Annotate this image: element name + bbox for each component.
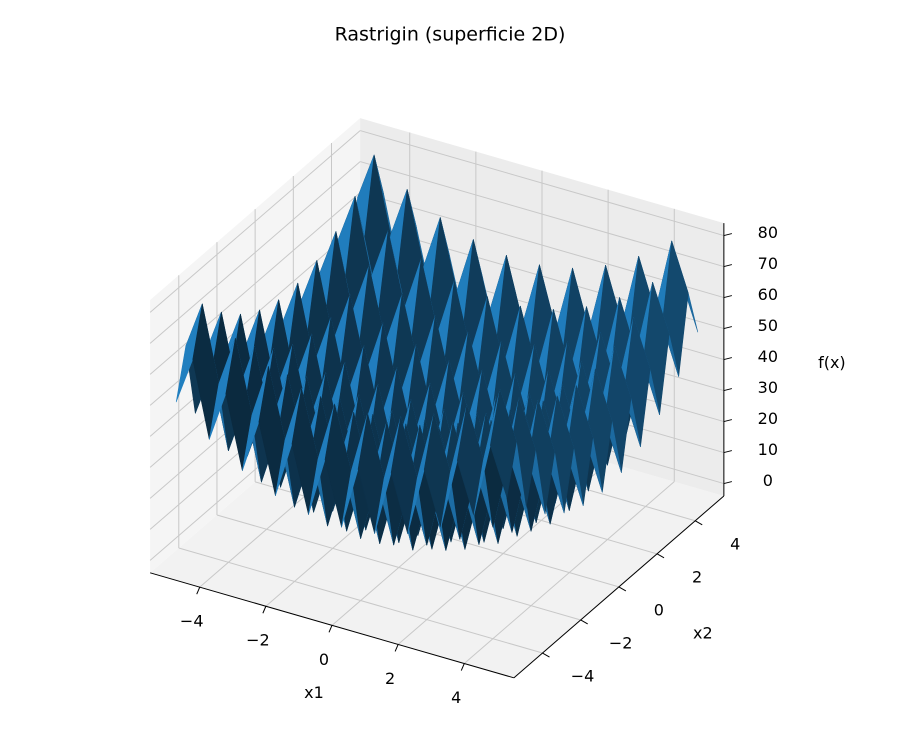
tick-mark: [262, 606, 267, 614]
y-tick-label: 4: [730, 534, 740, 553]
z-tick-label: 50: [758, 316, 778, 335]
x-tick-label: −4: [180, 612, 204, 631]
tick-mark: [328, 625, 333, 633]
tick-mark: [723, 450, 732, 454]
x-tick-label: 4: [451, 688, 461, 707]
tick-mark: [723, 264, 732, 268]
grid-line: [359, 130, 725, 237]
z-tick-label: 80: [758, 223, 778, 242]
tick-mark: [723, 419, 732, 423]
z-axis-label: f(x): [818, 353, 846, 372]
tick-mark: [723, 388, 732, 392]
grid-line: [149, 161, 361, 344]
tick-mark: [580, 619, 588, 625]
x-axis-label: x1: [304, 683, 324, 702]
z-tick-label: 40: [758, 347, 778, 366]
tick-mark: [656, 553, 665, 559]
grid-line: [359, 161, 725, 268]
y-tick-label: 0: [654, 600, 664, 619]
grid-line: [149, 130, 361, 313]
grid-line: [149, 192, 361, 375]
z-tick-label: 20: [758, 409, 778, 428]
tick-mark: [394, 644, 399, 652]
tick-mark: [460, 663, 465, 671]
z-tick-label: 30: [758, 378, 778, 397]
tick-mark: [196, 586, 201, 595]
y-tick-label: −2: [609, 633, 633, 652]
tick-mark: [723, 481, 732, 485]
grid-line: [178, 547, 543, 654]
z-tick-label: 60: [758, 285, 778, 304]
x-tick-label: −2: [246, 631, 270, 650]
z-tick-label: 10: [758, 440, 778, 459]
tick-mark: [723, 326, 732, 330]
tick-mark: [723, 357, 732, 361]
chart-title: Rastrigin (superficie 2D): [335, 24, 566, 46]
tick-mark: [694, 520, 703, 526]
tick-mark: [723, 295, 732, 299]
z-tick-label: 70: [758, 254, 778, 273]
grid-line: [216, 514, 581, 621]
x-tick-label: 2: [385, 669, 395, 688]
z-tick-label: 0: [763, 471, 773, 490]
tick-mark: [542, 652, 550, 658]
y-axis-label: x2: [693, 623, 713, 642]
tick-mark: [618, 586, 627, 592]
y-tick-label: 2: [692, 567, 702, 586]
surface-patch: [490, 389, 517, 498]
y-tick-label: −4: [571, 667, 595, 686]
tick-mark: [723, 233, 732, 237]
x-tick-label: 0: [319, 650, 329, 669]
